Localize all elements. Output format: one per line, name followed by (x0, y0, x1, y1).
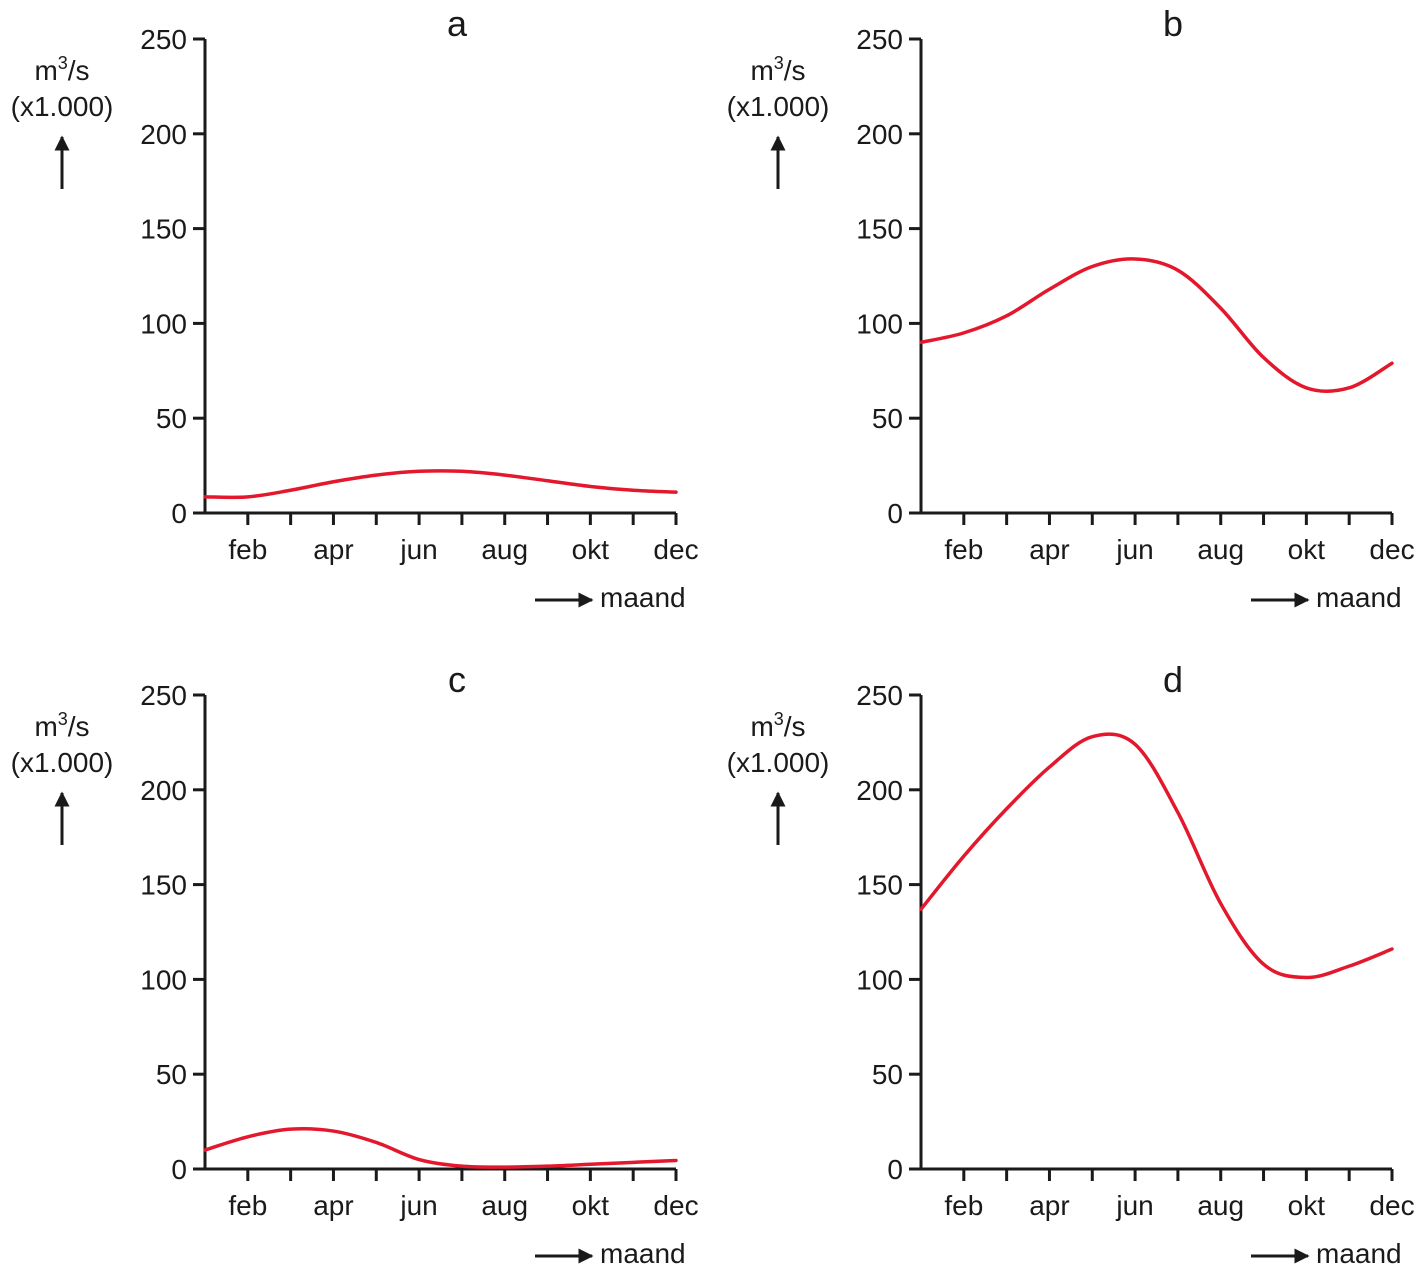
y-axis-unit-base: m (750, 711, 773, 742)
series-line (203, 469, 678, 500)
y-axis-unit-rest: /s (784, 55, 806, 86)
x-axis-label: maand (1316, 582, 1402, 613)
x-tick-label: aug (481, 534, 528, 565)
y-tick-label: 250 (856, 24, 903, 55)
y-axis-unit-label: m3/s (750, 709, 805, 742)
x-tick-label: aug (1197, 534, 1244, 565)
y-axis-scale-label: (x1.000) (11, 747, 114, 778)
y-axis-unit-label: m3/s (34, 709, 89, 742)
y-axis-unit-base: m (750, 55, 773, 86)
x-tick-label: apr (1029, 534, 1069, 565)
chart-title: a (447, 3, 468, 44)
y-tick-label: 250 (140, 24, 187, 55)
chart-panel-b: b m3/s (x1.000) 0 50 100 150 200 250 feb apr jun aug… (727, 3, 1415, 613)
series-line (919, 257, 1394, 394)
y-tick-label: 100 (140, 308, 187, 339)
x-tick-label: dec (1369, 1190, 1414, 1221)
y-tick-label: 50 (156, 403, 187, 434)
y-axis-unit-superscript: 3 (58, 53, 68, 73)
y-tick-label: 250 (140, 680, 187, 711)
series-line (203, 1127, 678, 1169)
y-axis-unit-label: m3/s (750, 53, 805, 86)
y-tick-label: 0 (887, 498, 903, 529)
x-axis-label: maand (1316, 1238, 1402, 1269)
x-tick-label: aug (1197, 1190, 1244, 1221)
x-tick-label: jun (399, 534, 437, 565)
x-tick-label: jun (399, 1190, 437, 1221)
x-tick-label: aug (481, 1190, 528, 1221)
x-tick-label: feb (944, 534, 983, 565)
x-tick-label: apr (313, 534, 353, 565)
x-tick-label: dec (653, 534, 698, 565)
x-tick-label: okt (572, 534, 610, 565)
y-axis-unit-superscript: 3 (774, 709, 784, 729)
chart-title: d (1163, 659, 1183, 700)
x-tick-label: dec (653, 1190, 698, 1221)
x-tick-label: okt (572, 1190, 610, 1221)
chart-title: c (448, 659, 466, 700)
x-axis-label: maand (600, 1238, 686, 1269)
y-tick-label: 250 (856, 680, 903, 711)
y-tick-label: 50 (872, 403, 903, 434)
y-axis-unit-rest: /s (68, 711, 90, 742)
x-tick-label: jun (1115, 1190, 1153, 1221)
y-tick-label: 100 (856, 964, 903, 995)
y-tick-label: 150 (856, 870, 903, 901)
y-axis-unit-base: m (34, 55, 57, 86)
y-axis-scale-label: (x1.000) (727, 747, 830, 778)
y-axis-unit-superscript: 3 (58, 709, 68, 729)
y-tick-label: 0 (171, 498, 187, 529)
y-tick-label: 150 (140, 214, 187, 245)
y-axis-unit-rest: /s (68, 55, 90, 86)
x-tick-label: feb (228, 1190, 267, 1221)
x-axis-label: maand (600, 582, 686, 613)
y-tick-label: 50 (156, 1059, 187, 1090)
y-tick-label: 0 (887, 1154, 903, 1185)
x-tick-label: feb (228, 534, 267, 565)
y-tick-label: 0 (171, 1154, 187, 1185)
chart-panel-d: d m3/s (x1.000) 0 50 100 150 200 250 feb apr jun aug… (727, 659, 1415, 1269)
y-tick-label: 200 (856, 775, 903, 806)
x-tick-label: okt (1288, 534, 1326, 565)
chart-panel-a: a m3/s (x1.000) 0 50 100 150 200 250 feb apr jun aug… (11, 3, 699, 613)
y-tick-label: 200 (140, 775, 187, 806)
y-tick-label: 200 (856, 119, 903, 150)
y-tick-label: 150 (140, 870, 187, 901)
y-tick-label: 50 (872, 1059, 903, 1090)
y-axis-scale-label: (x1.000) (727, 91, 830, 122)
y-axis-unit-rest: /s (784, 711, 806, 742)
y-tick-label: 100 (140, 964, 187, 995)
y-tick-label: 150 (856, 214, 903, 245)
y-axis-unit-base: m (34, 711, 57, 742)
x-tick-label: apr (1029, 1190, 1069, 1221)
y-axis-unit-label: m3/s (34, 53, 89, 86)
y-tick-label: 200 (140, 119, 187, 150)
y-axis-scale-label: (x1.000) (11, 91, 114, 122)
chart-panel-c: c m3/s (x1.000) 0 50 100 150 200 250 feb apr jun aug… (11, 659, 699, 1269)
x-tick-label: jun (1115, 534, 1153, 565)
y-tick-label: 100 (856, 308, 903, 339)
chart-title: b (1163, 3, 1183, 44)
y-axis-unit-superscript: 3 (774, 53, 784, 73)
series-line (919, 732, 1394, 980)
x-tick-label: dec (1369, 534, 1414, 565)
x-tick-label: okt (1288, 1190, 1326, 1221)
x-tick-label: apr (313, 1190, 353, 1221)
x-tick-label: feb (944, 1190, 983, 1221)
